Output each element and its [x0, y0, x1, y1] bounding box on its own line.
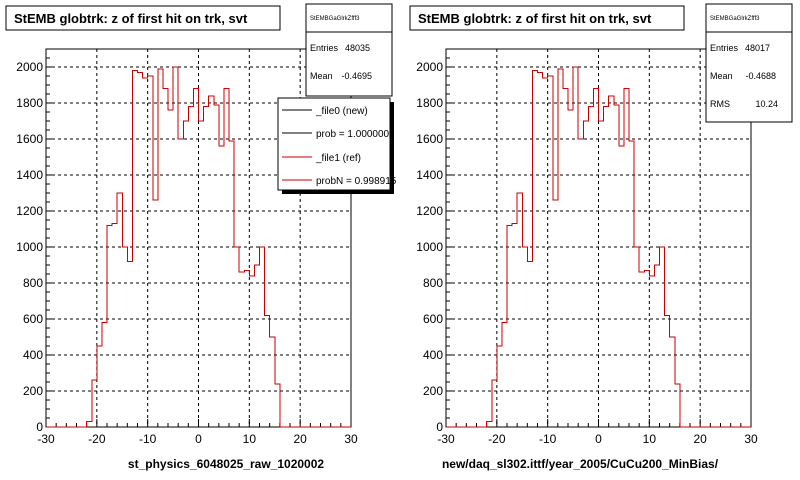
right-stats-entries-label: Entries [710, 43, 739, 53]
right-stats-name: StEMBGaGlrkZfff3 [710, 16, 760, 22]
left-stats-box: StEMBGaGlrkZfff3 Entries 48035 Mean -0.4… [305, 3, 393, 97]
legend-label-prob: prob = 1.000000 [316, 129, 390, 140]
legend-label-probn: probN = 0.998915 [316, 176, 397, 187]
y-tick-label: 200 [23, 384, 43, 398]
right-stats-box: StEMBGaGlrkZfff3 Entries 48017 Mean -0.4… [705, 3, 793, 123]
y-tick-label: 1800 [16, 96, 43, 110]
x-tick-label: 30 [744, 432, 758, 446]
left-stats-mean-label: Mean [310, 71, 333, 81]
y-tick-label: 1800 [416, 96, 443, 110]
y-tick-label: 800 [423, 276, 443, 290]
right-x-axis-title: new/daq_sl302.ittf/year_2005/CuCu200_Min… [442, 457, 719, 471]
right-stats-mean-value: -0.4688 [745, 71, 776, 81]
y-tick-label: 1600 [416, 132, 443, 146]
x-tick-label: 20 [293, 432, 307, 446]
right-stats-rms-label: RMS [710, 99, 730, 109]
x-tick-label: 30 [344, 432, 358, 446]
x-tick-label: -10 [139, 432, 157, 446]
x-tick-label: 10 [643, 432, 657, 446]
legend-label-file1: _file1 (ref) [315, 153, 361, 164]
x-tick-label: 0 [195, 432, 202, 446]
x-tick-label: -20 [488, 432, 506, 446]
right-plot-area: -30 -20 -10 0 10 20 30 0 200 400 600 800 1000 1200 140… [416, 48, 758, 446]
left-stats-entries-value: 48035 [345, 43, 370, 53]
left-stats-mean-value: -0.4695 [341, 71, 372, 81]
right-title-box: StEMB globtrk: z of first hit on trk, sv… [409, 5, 685, 31]
right-stats-entries-value: 48017 [745, 43, 770, 53]
y-tick-label: 600 [23, 312, 43, 326]
y-tick-label: 1000 [416, 240, 443, 254]
left-stats-name: StEMBGaGlrkZfff3 [310, 16, 360, 22]
x-tick-label: 10 [243, 432, 257, 446]
x-tick-label: 20 [693, 432, 707, 446]
y-tick-label: 2000 [16, 60, 43, 74]
y-tick-label: 0 [36, 420, 43, 434]
right-stats-rms-value: 10.24 [755, 99, 778, 109]
x-tick-label: -30 [437, 432, 455, 446]
y-tick-label: 1200 [16, 204, 43, 218]
left-legend-box: _file0 (new) prob = 1.000000 _file1 (ref… [277, 97, 397, 194]
legend-label-file0: _file0 (new) [315, 106, 368, 117]
right-stats-mean-label: Mean [710, 71, 733, 81]
y-tick-label: 400 [23, 348, 43, 362]
y-tick-label: 600 [423, 312, 443, 326]
y-tick-label: 1400 [16, 168, 43, 182]
histogram-series-0 [446, 66, 751, 428]
x-tick-label: -10 [539, 432, 557, 446]
y-tick-label: 800 [23, 276, 43, 290]
right-chart-title: StEMB globtrk: z of first hit on trk, sv… [418, 11, 652, 26]
y-tick-label: 1000 [16, 240, 43, 254]
y-tick-label: 0 [436, 420, 443, 434]
x-tick-label: -20 [88, 432, 106, 446]
y-tick-label: 1600 [16, 132, 43, 146]
left-title-box: StEMB globtrk: z of first hit on trk, sv… [5, 5, 281, 31]
left-x-axis-title: st_physics_6048025_raw_1020002 [128, 457, 324, 471]
y-tick-label: 400 [423, 348, 443, 362]
histogram-series-1 [46, 66, 351, 428]
y-tick-label: 1200 [416, 204, 443, 218]
y-tick-label: 200 [423, 384, 443, 398]
x-tick-label: -30 [37, 432, 55, 446]
y-tick-label: 1400 [416, 168, 443, 182]
left-chart-title: StEMB globtrk: z of first hit on trk, sv… [14, 11, 248, 26]
left-stats-entries-label: Entries [310, 43, 339, 53]
x-tick-label: 0 [595, 432, 602, 446]
y-tick-label: 2000 [416, 60, 443, 74]
